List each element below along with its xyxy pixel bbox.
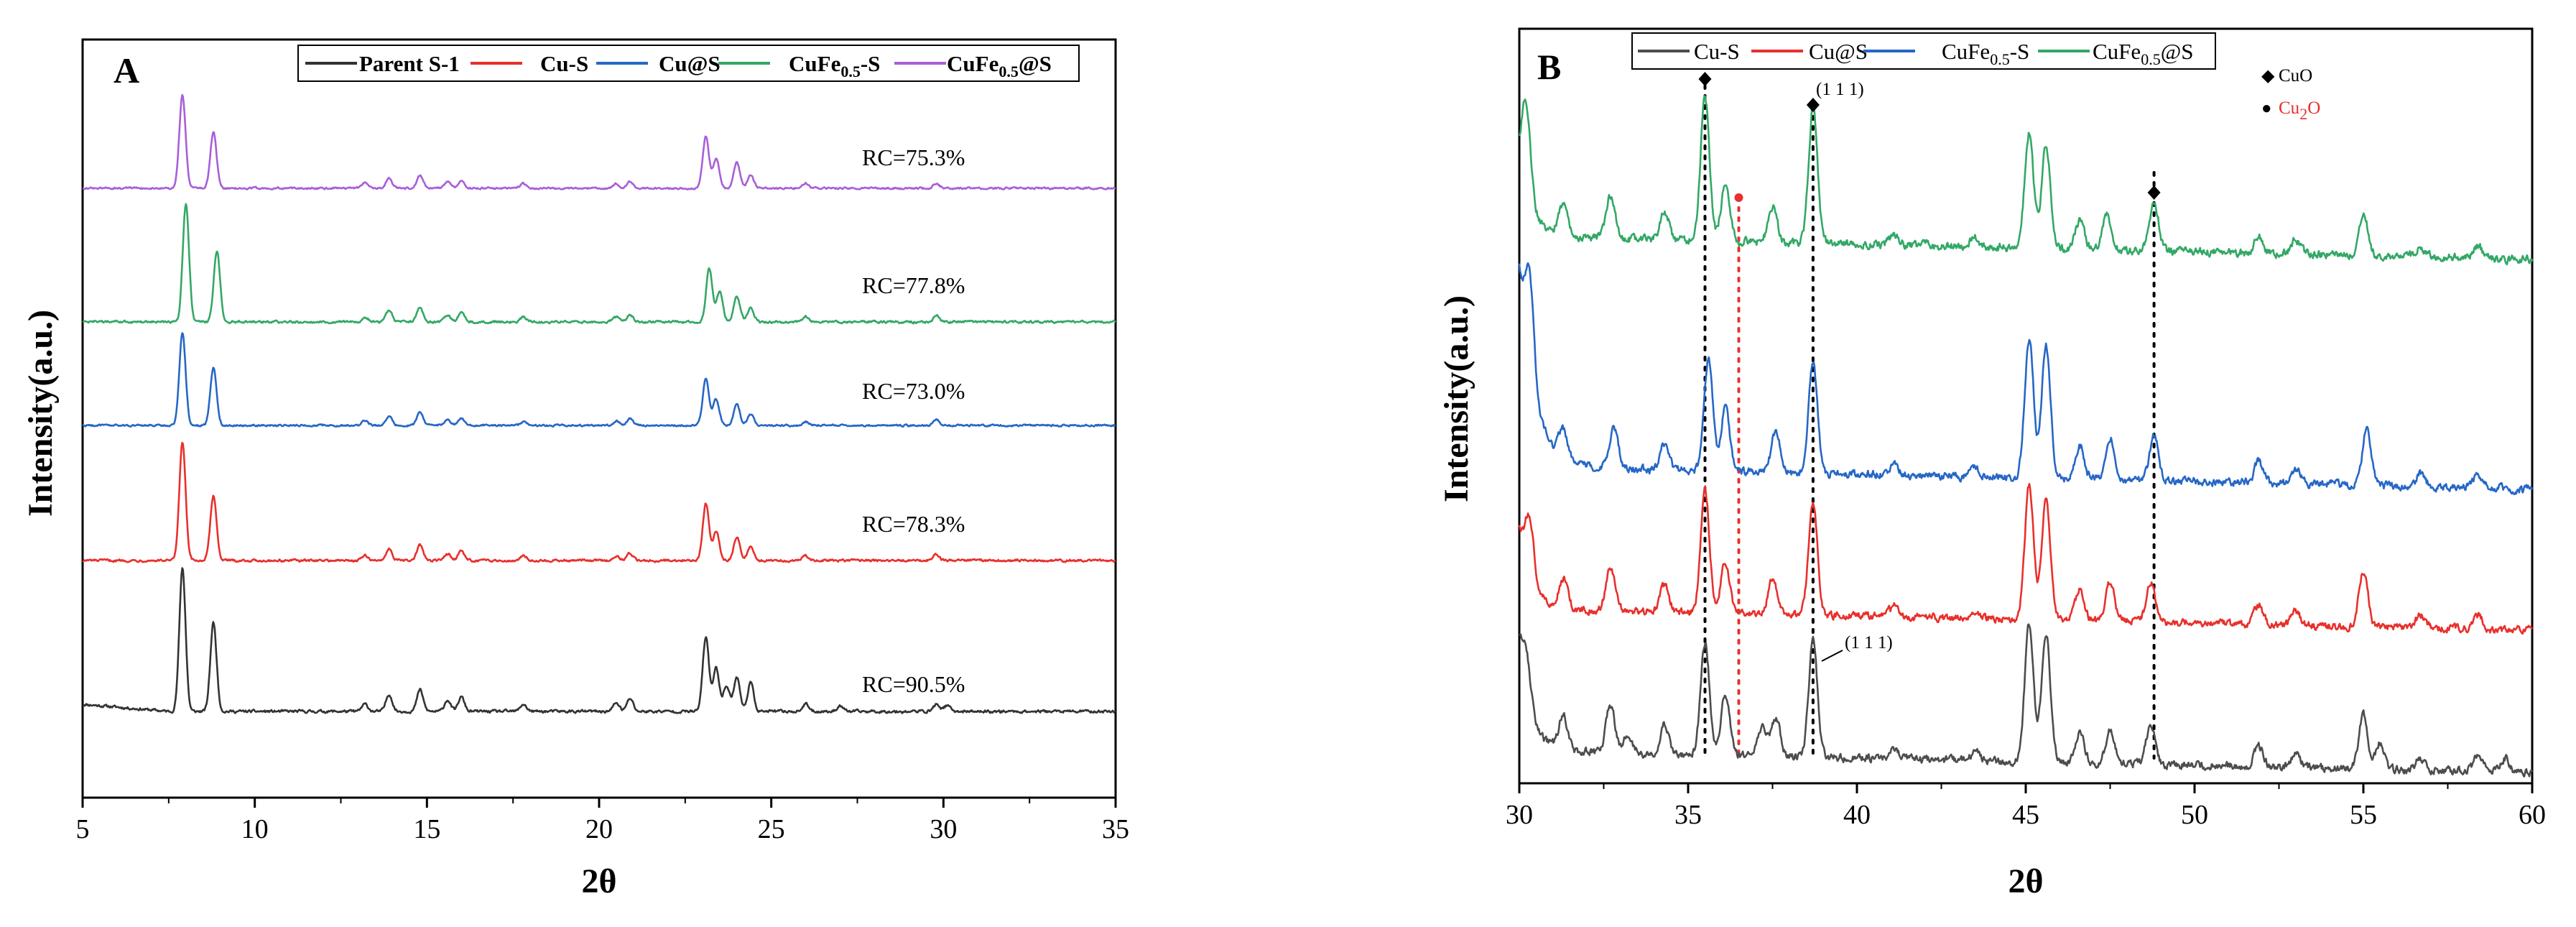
- legend-label: Cu-S: [540, 51, 588, 76]
- x-tick-label: 50: [2181, 800, 2208, 830]
- legend-label: Cu-S: [1694, 39, 1740, 64]
- series-line: [82, 567, 1116, 714]
- panel-a-x-axis: 5 10 15 20 25 30 35: [76, 798, 1129, 844]
- legend-label: CuFe0.5-S: [1942, 39, 2029, 68]
- phase-legend-label: CuO: [2279, 66, 2312, 86]
- hkl-annotation-top: (1 1 1): [1816, 80, 1864, 99]
- cuo-marker: [2147, 185, 2161, 200]
- panel-a-letter: A: [113, 50, 139, 91]
- rc-label: RC=78.3%: [862, 511, 965, 537]
- x-tick-label: 55: [2350, 800, 2377, 830]
- x-tick-label: 60: [2519, 800, 2546, 830]
- series-line: [82, 332, 1116, 428]
- panel-b-legend-box: [1631, 32, 2216, 70]
- panel-a-x-title: 2θ: [581, 862, 616, 900]
- series-line: [82, 203, 1116, 325]
- legend-label: CuFe0.5@S: [947, 51, 1052, 80]
- panel-b-letter: B: [1537, 47, 1561, 87]
- x-tick-label: 20: [585, 814, 613, 844]
- panel-b-reference-lines: [1703, 74, 2156, 760]
- hkl-annotation-bottom: (1 1 1): [1845, 633, 1893, 652]
- cu2o-legend-icon: ●: [2261, 99, 2272, 118]
- x-tick-label: 35: [1102, 814, 1129, 844]
- panel-b-y-title: Intensity(a.u.): [1437, 295, 1475, 502]
- panel-b-phase-legend: ◆ CuO ● Cu2O: [2261, 66, 2320, 123]
- panel-b: B 30 35 40 45 50 55 60 Cu-S Cu@S CuFe0.5-S CuFe0.…: [1437, 27, 2546, 900]
- panel-b-phase-markers: [1698, 72, 2161, 202]
- series-line: [82, 93, 1116, 190]
- cuo-marker: [1806, 98, 1820, 112]
- panel-b-series-group: [1518, 95, 2534, 778]
- phase-legend-label: Cu2O: [2279, 98, 2320, 123]
- panel-a-y-title: Intensity(a.u.): [22, 310, 60, 517]
- series-line: [1519, 623, 2534, 778]
- cu2o-marker: [1734, 193, 1743, 202]
- x-tick-label: 45: [2012, 800, 2039, 830]
- rc-label: RC=77.8%: [862, 272, 965, 298]
- series-line: [1518, 95, 2534, 266]
- x-tick-label: 30: [1506, 800, 1533, 830]
- cuo-marker: [1698, 72, 1712, 86]
- legend-label: Parent S-1: [359, 51, 460, 76]
- x-tick-label: 5: [76, 814, 90, 844]
- panel-a-series-group: [82, 93, 1116, 714]
- hkl-annotation-bottom-leader: [1821, 650, 1843, 662]
- legend-label: Cu@S: [1809, 39, 1868, 64]
- series-line: [1518, 483, 2534, 635]
- legend-label: CuFe0.5@S: [2093, 39, 2193, 68]
- x-tick-label: 10: [241, 814, 269, 844]
- panel-b-x-title: 2θ: [2008, 862, 2043, 900]
- series-line: [1518, 262, 2534, 495]
- panel-a-legend: Parent S-1 Cu-S Cu@S CuFe0.5-S CuFe0.5@S: [297, 45, 1080, 82]
- panel-a-legend-box: [297, 45, 1080, 82]
- x-tick-label: 30: [930, 814, 957, 844]
- rc-label: RC=73.0%: [862, 378, 965, 404]
- legend-label: CuFe0.5-S: [789, 51, 880, 80]
- rc-label: RC=75.3%: [862, 144, 965, 170]
- x-tick-label: 40: [1843, 800, 1871, 830]
- panel-a: A 5 10 15 20 25 30 35 RC=90.5% RC=78.3% RC=73.0%…: [22, 38, 1129, 900]
- rc-label: RC=90.5%: [862, 671, 965, 697]
- legend-label: Cu@S: [659, 51, 721, 76]
- panel-b-x-axis: 30 35 40 45 50 55 60: [1506, 783, 2546, 830]
- x-tick-label: 25: [758, 814, 785, 844]
- series-line: [82, 441, 1116, 563]
- cuo-legend-icon: ◆: [2261, 67, 2275, 86]
- panel-b-legend: Cu-S Cu@S CuFe0.5-S CuFe0.5@S: [1631, 32, 2216, 70]
- x-tick-label: 15: [413, 814, 440, 844]
- x-tick-label: 35: [1674, 800, 1702, 830]
- panel-a-rc-labels: RC=90.5% RC=78.3% RC=73.0% RC=77.8% RC=75.3%: [862, 144, 965, 697]
